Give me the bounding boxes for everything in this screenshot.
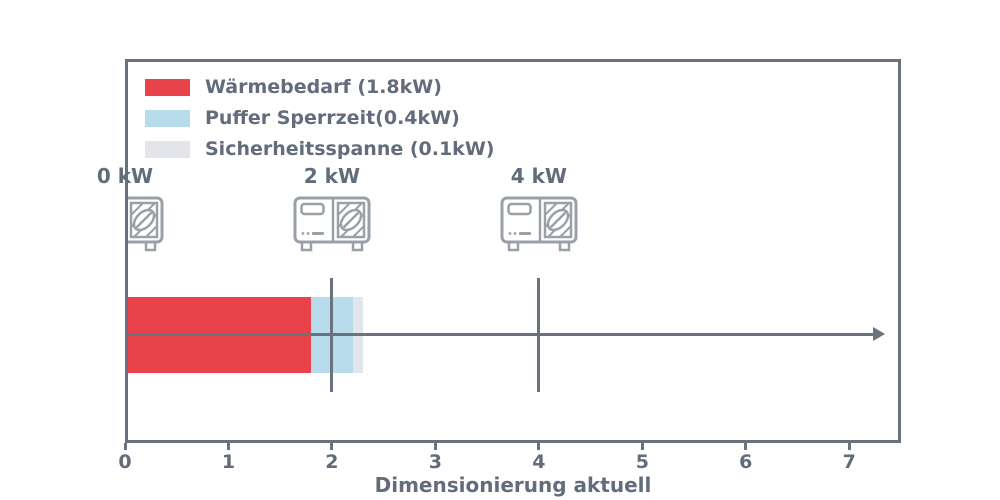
legend-swatch bbox=[145, 141, 190, 158]
legend-row: Sicherheitsspanne (0.1kW) bbox=[145, 138, 495, 160]
x-tick-label: 0 bbox=[118, 451, 132, 473]
x-tick-mark bbox=[123, 443, 127, 450]
heat-pump-icon bbox=[293, 196, 371, 254]
legend-row: Puffer Sperrzeit(0.4kW) bbox=[145, 107, 494, 129]
x-tick-mark bbox=[226, 443, 230, 450]
legend-swatch bbox=[145, 79, 190, 96]
x-axis-title: Dimensionierung aktuell bbox=[374, 473, 652, 497]
plot-area bbox=[125, 59, 901, 443]
x-tick-label: 2 bbox=[325, 451, 339, 473]
legend-label: Puffer Sperrzeit(0.4kW) bbox=[205, 107, 460, 129]
legend-label: Wärmebedarf (1.8kW) bbox=[205, 76, 442, 98]
heat-pump-icon bbox=[125, 196, 164, 254]
x-tick-label: 1 bbox=[221, 451, 236, 473]
heat-pump-icon bbox=[500, 196, 578, 254]
legend-row: Wärmebedarf (1.8kW) bbox=[145, 76, 494, 98]
axis-arrow-line bbox=[125, 332, 876, 336]
x-tick-mark bbox=[847, 443, 851, 450]
x-tick-mark bbox=[537, 443, 541, 450]
x-tick-mark bbox=[433, 443, 437, 450]
x-tick-label: 4 bbox=[532, 451, 546, 473]
legend: Wärmebedarf (1.8kW) Puffer Sperrzeit(0.4k… bbox=[145, 76, 495, 172]
unit-label-2kw: 2 kW bbox=[303, 164, 361, 188]
unit-label-0kw: 0 kW bbox=[96, 164, 154, 188]
x-tick-label: 3 bbox=[428, 451, 443, 473]
x-tick-label: 5 bbox=[635, 451, 649, 473]
x-tick-label: 6 bbox=[739, 451, 753, 473]
legend-label: Sicherheitsspanne (0.1kW) bbox=[205, 138, 495, 160]
axis-arrow-head-icon bbox=[873, 327, 886, 341]
legend-swatch bbox=[145, 110, 190, 127]
x-tick-mark bbox=[330, 443, 334, 450]
x-tick-mark bbox=[640, 443, 644, 450]
x-tick-label: 7 bbox=[842, 451, 856, 473]
unit-label-4kw: 4 kW bbox=[510, 164, 567, 188]
x-tick-mark bbox=[744, 443, 748, 450]
